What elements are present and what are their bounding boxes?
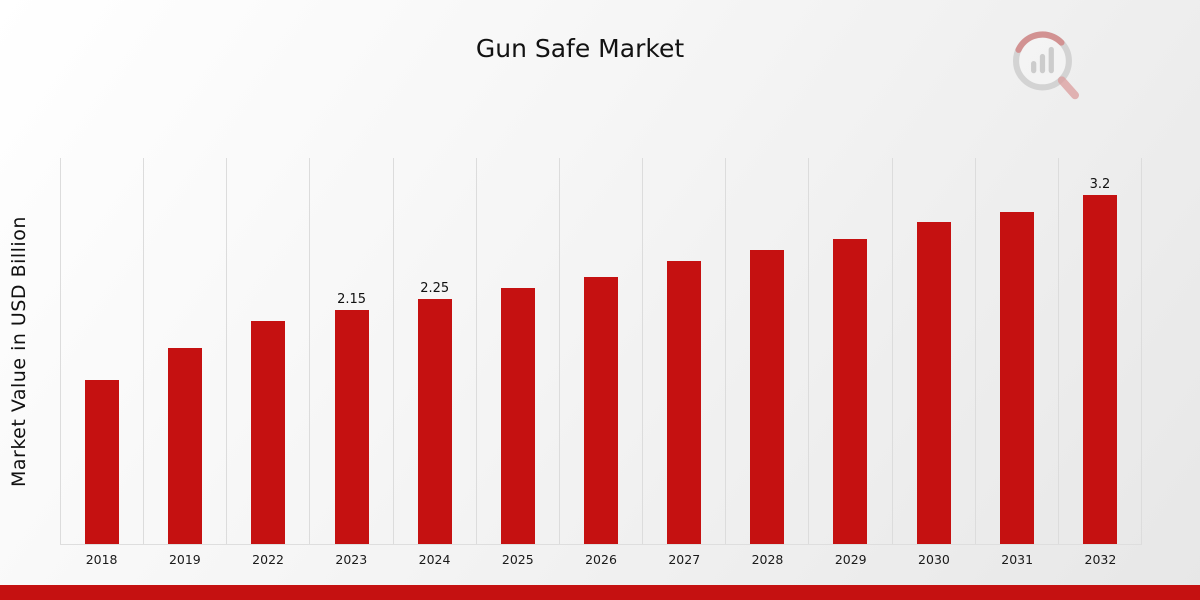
chart-column [725,158,808,544]
chart-title: Gun Safe Market [475,34,685,63]
chart-column [808,158,891,544]
x-tick-label: 2032 [1084,552,1117,567]
bar [999,212,1034,544]
x-tick-label: 2019 [168,552,201,567]
chart-column [143,158,226,544]
bar [334,310,369,544]
bar [584,277,619,544]
bar [833,239,868,544]
x-axis-tick-row: 2018 2019 2022 2023 2024 2025 2026 2027 2028 2029… [60,552,1142,567]
bar [251,321,286,544]
x-tick-label: 2030 [918,552,950,567]
chart-column [475,158,559,544]
chart-column [226,158,309,544]
y-axis-label: Market Value in USD Billion [8,216,30,487]
x-tick-label: 2029 [834,552,867,567]
bar [85,380,120,544]
chart-column [891,158,975,544]
chart-column: 2.15 [309,158,392,544]
bar [417,299,452,544]
x-tick-label: 2018 [85,552,118,567]
chart-column [974,158,1058,544]
chart-column [60,158,143,544]
x-tick-label: 2027 [668,552,701,567]
bar [1082,195,1117,544]
chart-column [558,158,642,544]
chart-column: 3.2 [1057,158,1141,544]
x-tick-label: 2028 [751,552,784,567]
bar-value-label: 3.2 [1089,177,1111,192]
bar [667,261,702,544]
chart-column [642,158,725,544]
x-tick-label: 2024 [418,552,451,567]
x-tick-label: 2026 [585,552,617,567]
bar-value-label: 2.15 [337,292,367,307]
chart-column: 2.25 [392,158,476,544]
bar-chart-plot-area: 2.15 2.25 3.2 [60,158,1142,545]
bar [168,348,203,544]
bar [750,250,785,544]
x-tick-label: 2031 [1001,552,1034,567]
bar [916,222,951,544]
footer-stripe [0,585,1200,600]
bar [500,288,535,544]
x-tick-label: 2022 [252,552,284,567]
chart-magnifier-logo-icon [1002,24,1090,112]
x-tick-label: 2025 [501,552,534,567]
x-tick-label: 2023 [335,552,368,567]
bar-value-label: 2.25 [420,281,450,296]
